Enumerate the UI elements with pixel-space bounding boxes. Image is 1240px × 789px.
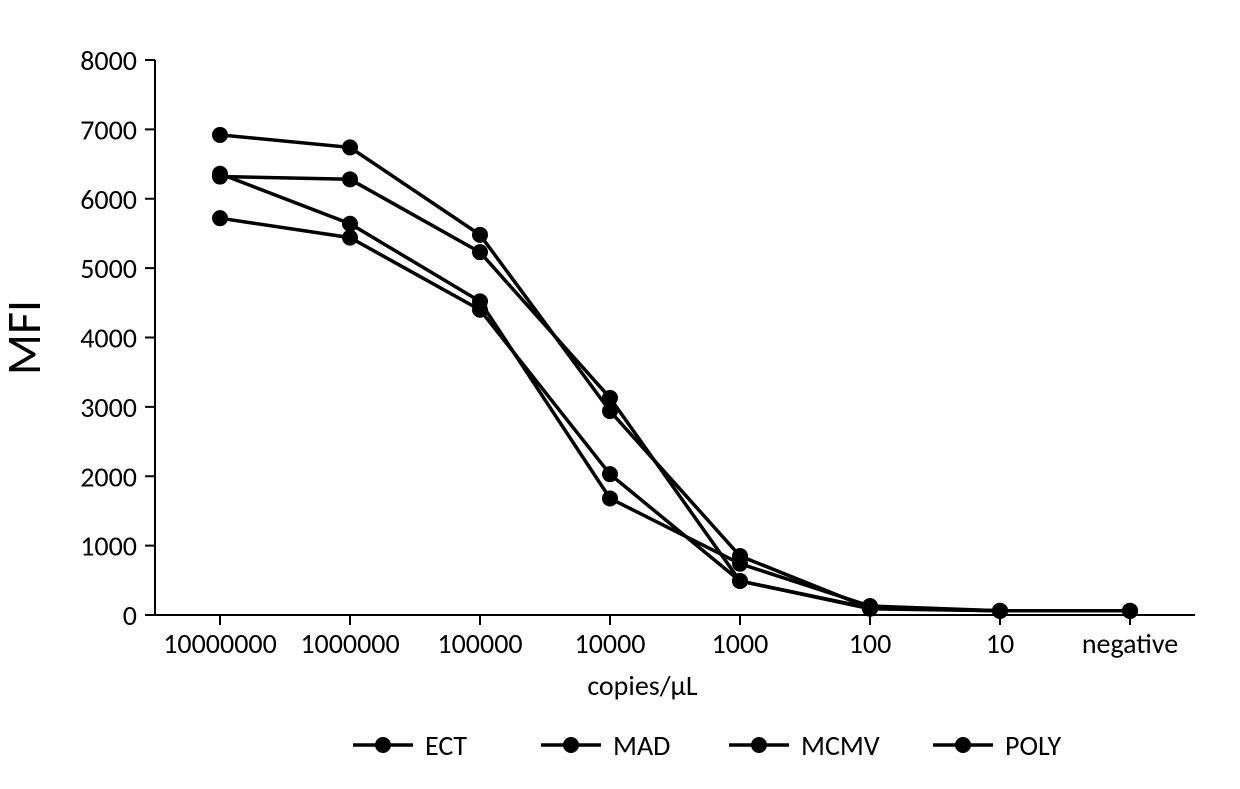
- y-tick-label: 6000: [80, 182, 137, 217]
- legend-marker-mad: [564, 738, 579, 753]
- series-line-poly: [220, 218, 1130, 611]
- legend-label-mcmv: MCMV: [801, 728, 880, 763]
- y-tick-label: 7000: [80, 112, 137, 147]
- x-tick-label: 10: [986, 626, 1014, 661]
- series-marker-mad: [603, 390, 618, 405]
- x-tick-label: 100000: [437, 626, 522, 661]
- series-marker-mcmv: [603, 491, 618, 506]
- x-tick-label: 10000000: [163, 626, 277, 661]
- chart-container: 0 1000 2000 3000 4000 5000 6000 7000 8000 1000000…: [0, 0, 1240, 789]
- legend-marker-ect: [376, 738, 391, 753]
- y-tick-label: 8000: [80, 43, 137, 78]
- series-marker-mad: [343, 172, 358, 187]
- series-marker-poly: [603, 467, 618, 482]
- y-tick-label: 2000: [80, 459, 137, 494]
- y-axis-title: MFI: [0, 300, 53, 375]
- y-tick-label: 5000: [80, 251, 137, 286]
- series-marker-mcmv: [213, 166, 228, 181]
- series-marker-poly: [733, 574, 748, 589]
- series-marker-mcmv: [733, 556, 748, 571]
- series-marker-poly: [1123, 603, 1138, 618]
- legend-label-poly: POLY: [1005, 728, 1061, 763]
- y-tick-label: 0: [123, 598, 137, 633]
- series-marker-poly: [473, 302, 488, 317]
- x-tick-label: 1000: [712, 626, 769, 661]
- series-line-ect: [220, 135, 1130, 611]
- y-tick-label: 1000: [80, 529, 137, 564]
- series-marker-ect: [343, 140, 358, 155]
- y-tick-label: 4000: [80, 321, 137, 356]
- dilution-mfi-chart: 0 1000 2000 3000 4000 5000 6000 7000 8000 1000000…: [0, 0, 1240, 789]
- legend-marker-mcmv: [752, 738, 767, 753]
- series-marker-ect: [473, 227, 488, 242]
- series-marker-poly: [213, 211, 228, 226]
- legend-label-ect: ECT: [425, 728, 467, 763]
- x-tick-label: negative: [1082, 626, 1178, 661]
- x-tick-label: 100: [849, 626, 892, 661]
- series-marker-mad: [473, 245, 488, 260]
- x-tick-label: 1000000: [300, 626, 399, 661]
- series-marker-poly: [993, 603, 1008, 618]
- series-marker-poly: [343, 230, 358, 245]
- series-marker-mcmv: [343, 216, 358, 231]
- x-axis-title: copies/µL: [587, 668, 698, 703]
- y-tick-label: 3000: [80, 390, 137, 425]
- legend-label-mad: MAD: [613, 728, 670, 763]
- legend-marker-poly: [956, 738, 971, 753]
- series-marker-poly: [863, 601, 878, 616]
- series-marker-ect: [213, 127, 228, 142]
- x-tick-label: 10000: [575, 626, 646, 661]
